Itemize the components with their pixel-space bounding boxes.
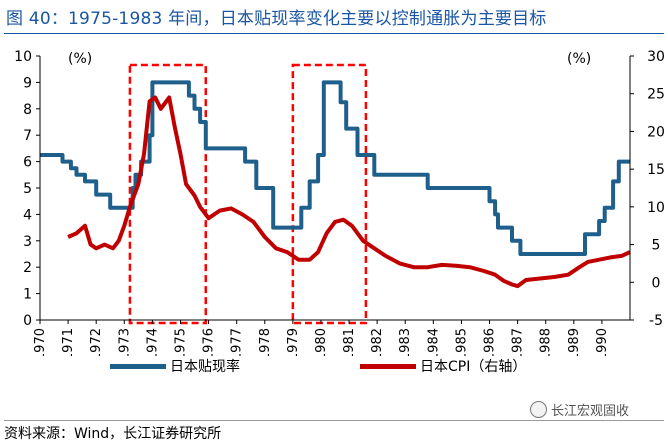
x-axis-tick-label: 1970 [33,328,48,356]
left-axis-tick-label: 8 [23,102,32,118]
left-axis-tick-label: 6 [23,155,32,171]
figure-title: 图 40：1975-1983 年间，日本贴现率变化主要以控制通胀为主要目标 [6,9,547,29]
axes: 0 1 2 3 4 5 6 7 8 9 10 -5 0 5 10 15 20 25 30 1970 1971 1972 19… [14,49,665,356]
x-axis-tick-label: 1978 [258,328,273,356]
legend-item-cpi: 日本CPI（右轴） [360,356,526,376]
x-axis-tick-label: 1973 [117,328,132,356]
right-axis-tick-label: 10 [647,200,665,216]
series-lines [40,80,631,289]
right-axis-tick-label: 25 [647,87,665,103]
legend-item-discount-rate: 日本贴现率 [110,356,240,376]
x-axis-tick-label: 1974 [145,328,160,356]
right-axis-tick-label: 15 [647,162,665,178]
source-note: 资料来源：Wind，长江证券研究所 [4,426,222,442]
watermark: 长江宏观固收 [530,400,629,419]
chart-area: 0 1 2 3 4 5 6 7 8 9 10 -5 0 5 10 15 20 25 30 1970 1971 1972 19… [14,49,665,356]
x-axis-tick-label: 1981 [342,328,357,356]
right-axis-tick-label: -5 [649,313,663,329]
left-axis-tick-label: 9 [23,75,32,91]
x-axis-tick-label: 1985 [454,328,469,356]
series-line-cpi [67,95,631,289]
x-axis-tick-label: 1988 [539,328,554,356]
right-axis-tick-label: 5 [652,238,661,254]
x-axis-tick-label: 1979 [286,328,301,356]
legend-label-cpi: 日本CPI（右轴） [420,359,527,375]
x-axis-tick-label: 1976 [202,328,217,356]
wechat-icon [530,401,547,418]
chart-legend: 日本贴现率 日本CPI（右轴） [110,356,630,378]
x-axis-tick-label: 1986 [483,328,498,356]
legend-swatch-discount-rate [110,363,166,369]
left-axis-tick-label: 7 [23,128,32,144]
left-axis-tick-label: 10 [14,49,32,65]
left-axis-tick-label: 1 [23,287,32,303]
x-axis-tick-label: 1990 [595,328,610,356]
legend-label-discount-rate: 日本贴现率 [170,359,240,375]
x-axis-tick-label: 1984 [426,328,441,356]
left-axis-tick-label: 4 [23,207,32,223]
left-axis-unit: (%) [68,51,92,67]
x-axis-tick-label: 1987 [511,328,526,356]
highlight-regions [128,63,368,325]
left-axis-tick-label: 2 [23,260,32,276]
x-axis-tick-label: 1982 [370,328,385,356]
right-axis-tick-label: 30 [647,49,665,65]
right-axis-tick-label: 0 [652,275,661,291]
x-axis-tick-label: 1972 [89,328,104,356]
left-axis-tick-label: 0 [23,313,32,329]
series-line-discount-rate [40,80,630,256]
watermark-text: 长江宏观固收 [551,404,630,419]
left-axis-tick-label: 5 [23,181,32,197]
highlight-region-box [291,63,368,325]
x-axis-tick-label: 1983 [398,328,413,356]
right-axis-tick-label: 20 [647,124,665,140]
legend-swatch-cpi [360,363,416,369]
left-axis-tick-label: 3 [23,234,32,250]
x-axis-tick-label: 1989 [567,328,582,356]
x-axis-tick-label: 1980 [314,328,329,356]
highlight-region-box [128,63,208,325]
x-axis-tick-label: 1975 [173,328,188,356]
x-axis-tick-label: 1977 [230,328,245,356]
right-axis-unit: (%) [567,51,591,67]
x-axis-tick-label: 1971 [61,328,76,356]
title-divider [4,33,664,34]
source-divider [4,420,664,421]
